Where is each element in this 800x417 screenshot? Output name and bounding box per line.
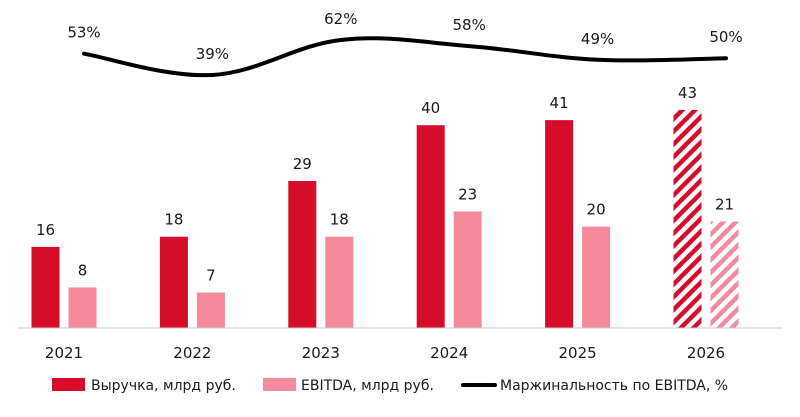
revenue-bar <box>31 246 60 328</box>
x-tick-label: 2026 <box>687 344 725 362</box>
legend-label-margin: Маржинальность по EBITDA, % <box>500 378 728 394</box>
legend-label-ebitda: EBITDA, млрд руб. <box>301 378 434 394</box>
margin-line <box>82 36 728 78</box>
revenue-value-label: 16 <box>36 221 55 239</box>
revenue-value-label: 43 <box>678 84 697 102</box>
ebitda-value-label: 23 <box>458 185 477 203</box>
ebitda-bar <box>453 211 482 328</box>
revenue-bar <box>416 125 445 328</box>
margin-percent-label: 50% <box>709 28 742 46</box>
legend-swatch-ebitda <box>263 378 296 391</box>
revenue-value-label: 29 <box>293 155 312 173</box>
revenue-bar <box>288 180 317 328</box>
margin-percent-label: 58% <box>453 16 486 34</box>
legend-swatch-revenue <box>52 378 85 391</box>
x-axis-ticks: 2021 2022 2023 2024 2025 2026 <box>45 344 725 362</box>
margin-percent-label: 53% <box>67 24 100 42</box>
x-tick-label: 2023 <box>302 344 340 362</box>
x-tick-label: 2025 <box>559 344 597 362</box>
revenue-bar <box>673 109 702 329</box>
revenue-value-label: 40 <box>421 99 440 117</box>
ebitda-value-label: 7 <box>206 267 216 285</box>
x-tick-label: 2024 <box>430 344 468 362</box>
ebitda-bar <box>196 292 225 328</box>
ebitda-value-label: 21 <box>715 196 734 214</box>
margin-percent-label: 39% <box>196 45 229 63</box>
legend: Выручка, млрд руб. EBITDA, млрд руб. Мар… <box>52 378 728 394</box>
margin-percent-label: 49% <box>581 30 614 48</box>
labels-layer: 16 8 18 7 29 18 40 23 41 20 43 21 53% 39% 62% 58% 49% 50% <box>36 10 743 285</box>
ebitda-bar <box>68 287 97 328</box>
bars-layer <box>31 109 739 329</box>
revenue-value-label: 18 <box>164 211 183 229</box>
x-tick-label: 2021 <box>45 344 83 362</box>
revenue-bar <box>159 236 188 328</box>
x-tick-label: 2022 <box>173 344 211 362</box>
line-layer <box>82 36 728 78</box>
ebitda-value-label: 8 <box>78 261 88 279</box>
ebitda-bar <box>325 236 354 328</box>
legend-label-revenue: Выручка, млрд руб. <box>91 378 236 394</box>
revenue-bar <box>545 120 574 328</box>
ebitda-value-label: 18 <box>330 211 349 229</box>
ebitda-bar <box>582 226 611 328</box>
ebitda-value-label: 20 <box>587 201 606 219</box>
margin-percent-label: 62% <box>324 10 357 28</box>
revenue-value-label: 41 <box>550 94 569 112</box>
ebitda-bar <box>710 221 739 328</box>
